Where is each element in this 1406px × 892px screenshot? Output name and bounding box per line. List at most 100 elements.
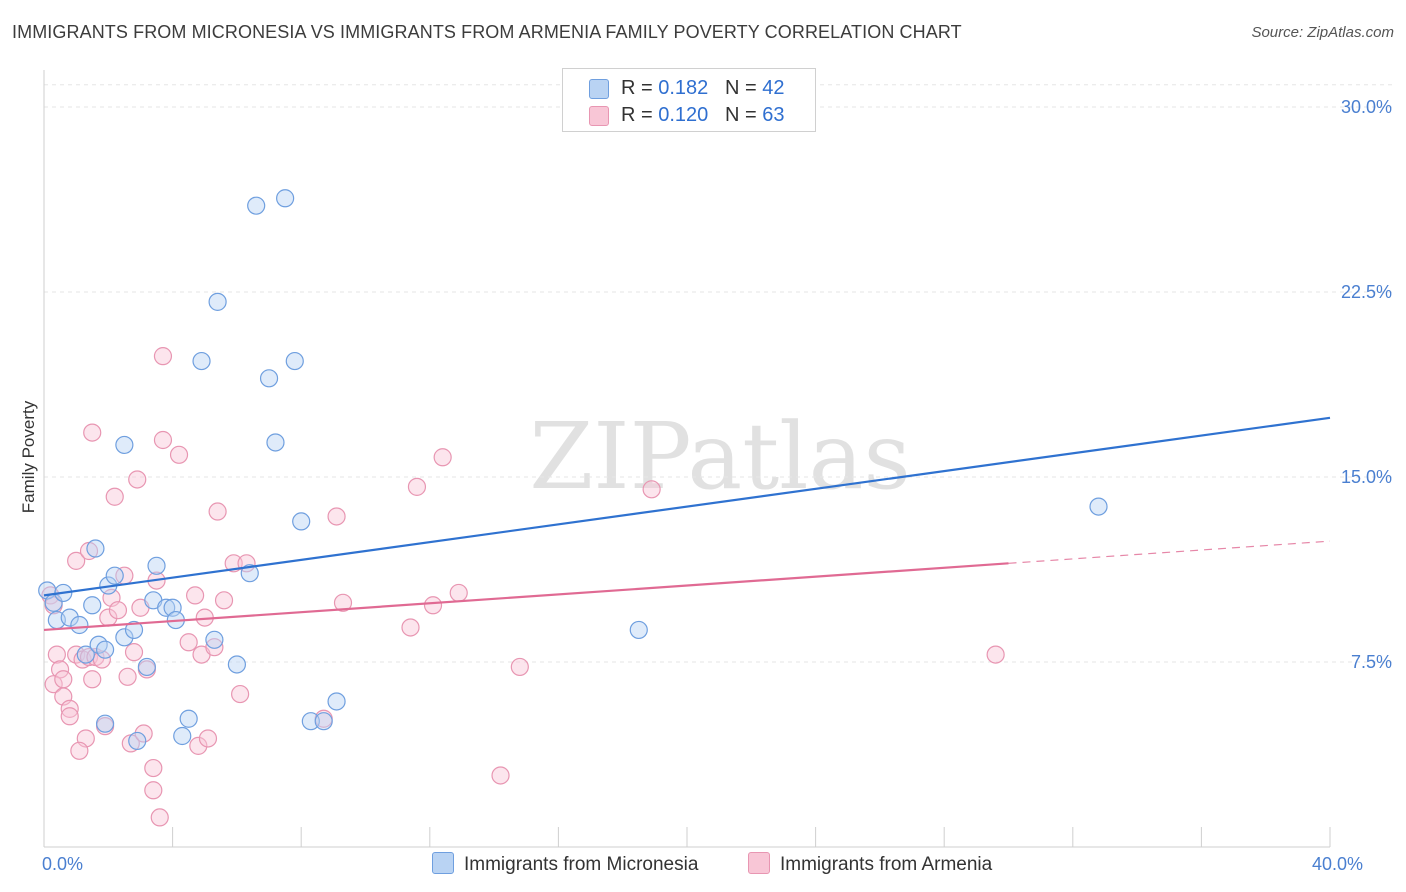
data-point-armenia [986,645,1005,664]
legend-r-value: 0.120 [658,104,709,126]
bottom-legend-swatch-armenia [748,852,770,874]
data-point-micronesia [86,539,105,558]
bottom-legend-swatch-micronesia [432,852,454,874]
data-point-micronesia [128,731,147,751]
data-point-armenia [144,781,163,800]
data-point-micronesia [95,714,115,733]
data-point-armenia [60,699,79,718]
data-point-armenia [83,670,102,689]
tick-labels: 7.5% 15.0% 22.5% 30.0% 0.0% 40.0% [42,97,1392,874]
data-point-armenia [401,618,420,637]
data-point-armenia [231,684,250,704]
axes [43,70,1331,848]
data-point-micronesia [124,620,144,640]
data-point-micronesia [60,608,79,627]
data-point-micronesia [83,596,102,615]
data-point-micronesia [1089,497,1108,516]
x-tick-label: 0.0% [42,854,83,874]
legend-swatch-armenia [589,106,609,126]
data-point-micronesia [173,726,192,746]
data-point-armenia [153,347,173,366]
data-point-micronesia [247,196,266,215]
data-point-armenia [60,707,79,726]
y-tick-label: 7.5% [1351,652,1392,672]
legend-n-value: 63 [762,104,785,126]
y-axis-label: Family Poverty [19,400,38,513]
data-point-armenia [150,808,169,827]
y-tick-label: 22.5% [1341,282,1392,302]
data-point-micronesia [301,712,320,731]
data-point-armenia [144,758,163,778]
data-point-micronesia [115,628,134,647]
source-label: Source: ZipAtlas.com [1251,24,1394,41]
bottom-legend-label-micronesia: Immigrants from Micronesia [464,854,699,875]
data-point-armenia [70,741,89,760]
data-point-micronesia [208,292,227,311]
data-point-armenia [189,736,208,755]
y-tick-label: 15.0% [1341,467,1392,487]
data-point-armenia [407,477,427,496]
data-point-micronesia [147,556,166,575]
trend-line-armenia-extension [1008,540,1331,564]
trend-line-micronesia [43,416,1331,597]
data-point-armenia [642,480,661,499]
data-point-micronesia [285,351,304,371]
bottom-legend-armenia: Immigrants from Armenia [748,852,992,876]
data-point-armenia [153,430,173,450]
series-micronesia-points [38,189,1108,751]
data-point-armenia [83,423,102,442]
legend-n-value: 42 [762,77,785,99]
data-point-armenia [134,724,153,743]
legend-r-value: 0.182 [658,77,709,99]
data-point-armenia [47,645,66,664]
data-point-micronesia [629,620,648,640]
data-point-micronesia [327,692,346,711]
data-point-micronesia [105,566,124,585]
data-point-micronesia [115,435,134,455]
legend-r-label: R = [621,77,659,99]
legend-swatch-micronesia [589,79,609,99]
data-point-armenia [44,675,63,694]
data-point-armenia [67,551,86,570]
legend-n-label: N = [724,104,763,126]
data-point-micronesia [292,512,311,531]
data-point-armenia [491,766,510,785]
legend-n-label: N = [724,77,763,99]
data-point-micronesia [70,615,89,635]
data-point-armenia [433,448,452,467]
trend-line-armenia [43,562,1009,632]
data-point-armenia [208,502,227,521]
data-point-armenia [54,670,73,689]
data-point-armenia [449,583,468,603]
data-point-armenia [179,633,198,652]
bottom-legend-micronesia: Immigrants from Micronesia [432,852,698,876]
data-point-armenia [118,667,137,686]
data-point-armenia [333,593,353,612]
y-tick-label: 30.0% [1341,97,1392,117]
trend-lines [43,416,1331,632]
data-point-micronesia [276,189,295,208]
data-point-armenia [198,729,218,748]
data-point-micronesia [157,598,176,617]
data-point-armenia [205,638,224,657]
x-tick-label: 40.0% [1312,854,1363,874]
data-point-micronesia [192,351,211,371]
legend: R = 0.182 N = 42 R = 0.120 N = 63 [562,68,816,132]
data-point-armenia [108,601,128,620]
legend-r-label: R = [621,104,659,126]
data-point-armenia [128,470,147,489]
data-point-micronesia [205,630,224,649]
data-point-micronesia [179,709,198,728]
data-point-armenia [105,487,124,506]
data-point-armenia [124,643,144,662]
data-point-armenia [510,657,529,677]
data-point-micronesia [76,645,95,664]
chart-title: IMMIGRANTS FROM MICRONESIA VS IMMIGRANTS… [12,22,962,42]
data-point-micronesia [137,657,156,677]
data-point-armenia [327,507,346,526]
data-point-micronesia [314,712,333,731]
data-point-micronesia [259,369,279,388]
data-point-armenia [214,591,234,610]
data-point-armenia [169,445,189,464]
